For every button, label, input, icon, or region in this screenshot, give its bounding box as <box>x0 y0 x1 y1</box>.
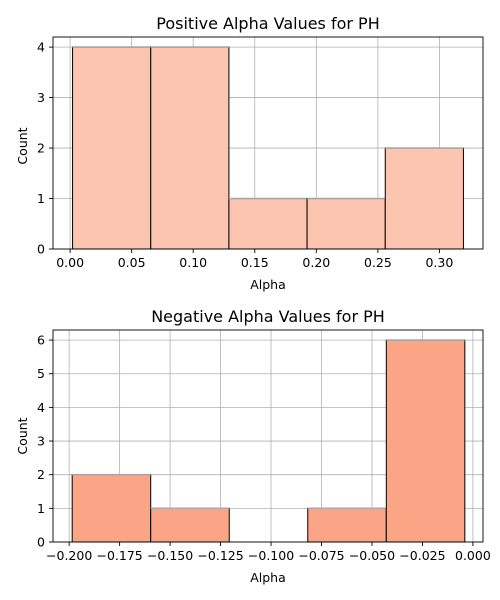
y-axis-ticks: 0 1 2 3 4 5 6 <box>37 333 53 550</box>
x-tick-label: 0.000 <box>455 548 491 563</box>
x-tick-label: 0.00 <box>56 255 84 270</box>
histogram-bar <box>385 339 466 543</box>
y-axis-label: Count <box>15 127 30 164</box>
y-tick-label: 0 <box>37 535 45 550</box>
x-axis-label: Alpha <box>250 570 286 585</box>
x-tick-label: 0.05 <box>118 255 146 270</box>
y-axis-ticks: 0 1 2 3 4 <box>37 40 53 257</box>
y-tick-label: 0 <box>37 242 45 257</box>
y-tick-label: 4 <box>37 400 45 415</box>
histogram-bar <box>150 46 230 250</box>
plot-frame <box>52 329 484 543</box>
y-tick-label: 1 <box>37 191 45 206</box>
y-tick-label: 3 <box>37 434 45 449</box>
x-tick-label: −0.100 <box>248 548 294 563</box>
x-tick-label: 0.10 <box>179 255 207 270</box>
histogram-bars <box>72 46 464 250</box>
x-axis-ticks: 0.00 0.05 0.10 0.15 0.20 0.25 0.30 <box>56 249 453 270</box>
chart-title: Negative Alpha Values for PH <box>151 307 385 326</box>
x-tick-label: −0.150 <box>147 548 193 563</box>
x-tick-label: −0.075 <box>298 548 344 563</box>
y-tick-label: 2 <box>37 141 45 156</box>
histogram-bar <box>71 474 152 543</box>
x-tick-label: 0.15 <box>241 255 269 270</box>
histogram-bar <box>307 507 387 543</box>
x-tick-label: −0.050 <box>349 548 395 563</box>
histogram-bar <box>306 198 386 250</box>
negative-alpha-histogram: Negative Alpha Values for PH −0.200 −0.17… <box>15 307 491 585</box>
y-tick-label: 2 <box>37 467 45 482</box>
histogram-bar <box>228 198 308 250</box>
y-tick-label: 4 <box>37 40 45 55</box>
histogram-bar <box>150 507 230 543</box>
histogram-bar <box>384 147 464 250</box>
histogram-bars <box>71 339 466 543</box>
x-tick-label: −0.025 <box>399 548 445 563</box>
y-tick-label: 5 <box>37 366 45 381</box>
plot-frame <box>52 36 484 250</box>
positive-alpha-histogram: Positive Alpha Values for PH 0.00 0.05 0.1… <box>15 14 484 292</box>
x-tick-label: 0.30 <box>425 255 453 270</box>
x-tick-label: −0.200 <box>46 548 92 563</box>
y-axis-label: Count <box>15 417 30 454</box>
y-tick-label: 6 <box>37 333 45 348</box>
histogram-bar <box>72 46 152 250</box>
x-tick-label: 0.25 <box>364 255 392 270</box>
x-tick-label: −0.125 <box>197 548 243 563</box>
y-tick-label: 3 <box>37 90 45 105</box>
x-axis-label: Alpha <box>250 277 286 292</box>
x-tick-label: 0.20 <box>302 255 330 270</box>
x-tick-label: −0.175 <box>96 548 142 563</box>
chart-title: Positive Alpha Values for PH <box>156 14 379 33</box>
y-tick-label: 1 <box>37 501 45 516</box>
x-axis-ticks: −0.200 −0.175 −0.150 −0.125 −0.100 −0.075 −0.0… <box>46 542 491 563</box>
